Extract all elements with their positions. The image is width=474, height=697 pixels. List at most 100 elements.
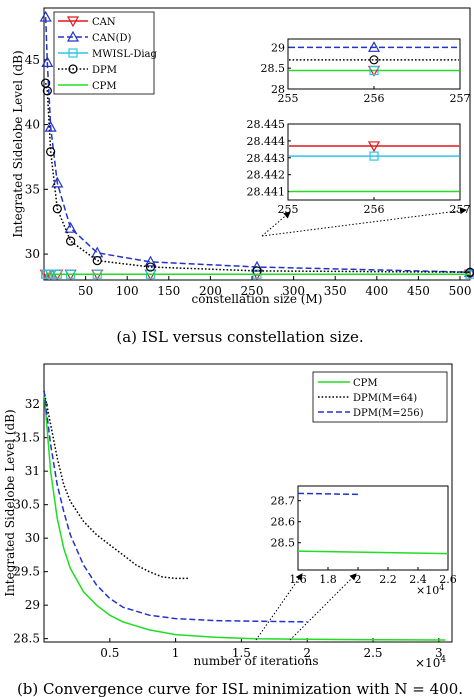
series-marker-a (465, 267, 474, 277)
plot-area-b (43, 363, 453, 643)
axis-ticks-b: 0.5 1 1.5 2 2.5 3 28.5 29 29.5 30 30.5 31 31.5 32 (13, 397, 442, 660)
inset-a-bottom: 255 256 257 28.441 28.442 28.443 28.444 28.445 (247, 118, 471, 216)
inset-marker-a2 (369, 151, 379, 161)
series-marker-a (41, 56, 54, 67)
y-tick-label-a: 40 (25, 118, 40, 132)
y-axis-label-b: Integrated Sidelobe Level (dB) (3, 409, 17, 596)
y-axis-label-a: Integrated Sidelobe Level (dB) (11, 50, 25, 237)
legend-b: CPM DPM(M=64) DPM(M=256) (312, 371, 448, 423)
x-axis-label-a: constellation size (M) (192, 292, 323, 306)
inset-x-tick-label-a1: 257 (450, 92, 471, 105)
x-tick-label-b: 2.5 (363, 646, 382, 660)
y-tick-label-b: 30.5 (13, 498, 40, 512)
x-axis-label-b: number of iterations (193, 654, 318, 668)
inset-y-tick-label-a2: 28.442 (247, 169, 286, 182)
inset-b-multiplier: ×104 (416, 583, 444, 597)
zoom-arrow-a (261, 207, 467, 237)
inset-y-tick-label-a2: 28.441 (247, 186, 286, 199)
y-tick-label-b: 29.5 (13, 565, 40, 579)
x-tick-label-a: 100 (116, 284, 139, 298)
inset-x-tick-label-b: 2.2 (379, 573, 397, 586)
y-tick-label-b: 28.5 (13, 632, 40, 646)
series-marker-a (42, 86, 52, 96)
x-tick-label-b: 0.5 (100, 646, 119, 660)
x-tick-label-a: 300 (282, 284, 305, 298)
x-tick-label-b: 2 (303, 646, 311, 660)
y-tick-label-b: 32 (25, 397, 40, 411)
zoom-arrow-a-2 (261, 211, 291, 237)
x-tick-label-a: 250 (241, 284, 264, 298)
inset-y-tick-label-b: 28.7 (271, 495, 296, 508)
series-marker-a (39, 10, 52, 22)
inset-y-tick-label-b: 28.5 (271, 537, 296, 550)
x-tick-label-a: 200 (199, 284, 222, 298)
legend-label-b: CPM (353, 378, 378, 389)
legend-marker-a (68, 64, 78, 74)
x-tick-label-b: 1 (172, 646, 180, 660)
legend-label-b: DPM(M=64) (353, 393, 417, 404)
x-tick-label-b: 1.5 (232, 646, 251, 660)
series-line-b (43, 390, 446, 641)
x-tick-label-a: 400 (365, 284, 388, 298)
series-marker-a (46, 147, 56, 157)
inset-marker-a1 (369, 65, 379, 76)
inset-x-tick-label-b: 2 (355, 573, 362, 586)
caption-a: (a) ISL versus constellation size. (116, 328, 363, 346)
chart-isl-vs-constellation: 50 100 150 200 250 300 350 400 450 500 30 35 40 45 co… (11, 7, 474, 306)
x-tick-label-b: 3 (435, 646, 443, 660)
zoom-arrow-b-right (255, 573, 303, 641)
x-tick-label-a: 350 (324, 284, 347, 298)
legend-label-a: DPM (92, 65, 117, 76)
inset-line-b (297, 550, 449, 555)
inset-x-tick-label-b: 2.4 (409, 573, 427, 586)
inset-b: 1.61.822.22.42.628.528.628.7 (271, 485, 457, 586)
inset-x-tick-label-b: 2.6 (439, 573, 457, 586)
caption-b: (b) Convergence curve for ISL minimizati… (17, 680, 463, 697)
axis-ticks-a: 50 100 150 200 250 300 350 400 450 500 30 35 40 45 (25, 53, 472, 298)
inset-marker-a2 (367, 141, 381, 153)
inset-y-tick-label-a1: 28.5 (261, 62, 286, 75)
y-tick-label-a: 30 (25, 247, 40, 261)
series-marker-a (52, 204, 62, 214)
legend-label-a: CAN (92, 17, 116, 28)
series-marker-a (144, 255, 157, 267)
series-marker-a (66, 236, 76, 246)
inset-y-tick-label-a2: 28.443 (247, 152, 286, 165)
y-tick-label-a: 35 (25, 182, 40, 196)
y-tick-label-b: 31 (25, 464, 40, 478)
zoom-arrow-b-left (289, 573, 357, 641)
series-group-b (43, 390, 446, 641)
x-tick-label-a: 50 (78, 284, 93, 298)
y-tick-label-b: 30 (25, 531, 40, 545)
series-marker-a (92, 255, 102, 266)
series-group-a (39, 10, 474, 281)
inset-y-tick-label-a1: 28 (271, 83, 285, 96)
y-tick-label-b: 31.5 (13, 431, 40, 445)
series-marker-a (44, 120, 57, 132)
series-marker-a (250, 260, 264, 272)
chart-convergence: 0.5 1 1.5 2 2.5 3 28.5 29 29.5 30 30.5 31 31.5 32 num… (3, 363, 457, 670)
series-line-a (44, 17, 471, 273)
series-line-b (43, 390, 308, 623)
legend-label-b: DPM(M=256) (353, 408, 424, 419)
x-multiplier-b: ×104 (415, 655, 446, 670)
series-marker-a (51, 176, 64, 188)
series-marker-a (64, 221, 77, 233)
inset-y-tick-label-b: 28.6 (271, 516, 296, 529)
inset-y-tick-label-a2: 28.445 (247, 118, 286, 131)
inset-x-tick-label-a2: 256 (364, 203, 385, 216)
inset-x-tick-label-a1: 256 (364, 92, 385, 105)
inset-y-tick-label-a1: 29 (271, 41, 285, 54)
legend-label-a: CAN(D) (92, 33, 132, 44)
inset-x-tick-label-a2: 255 (278, 203, 299, 216)
legend-marker-a (66, 30, 80, 42)
legend-marker-a (68, 48, 78, 58)
inset-a-top: 255 256 257 28 28.5 29 (261, 38, 471, 105)
legend-marker-a (66, 16, 80, 28)
inset-y-tick-label-a2: 28.444 (247, 135, 286, 148)
series-marker-a (145, 262, 156, 272)
inset-x-tick-label-a1: 255 (278, 92, 299, 105)
legend-label-a: CPM (92, 81, 117, 92)
x-tick-label-a: 450 (407, 284, 430, 298)
